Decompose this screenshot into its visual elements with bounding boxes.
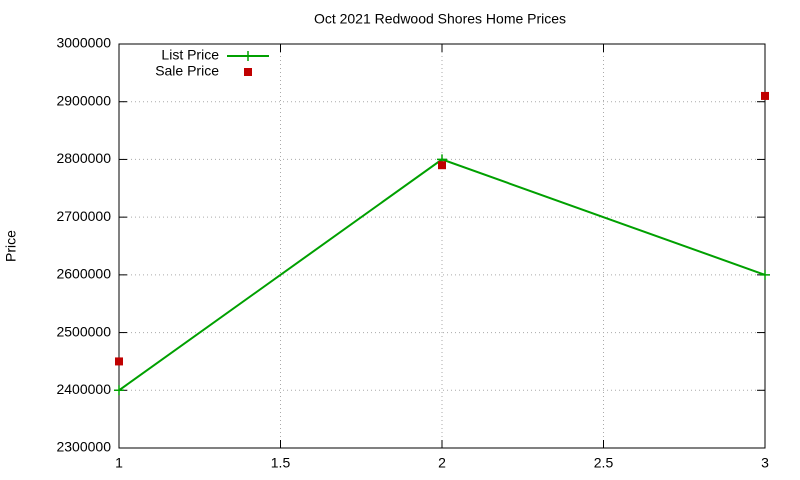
- y-tick-label: 2700000: [56, 208, 111, 224]
- x-tick-label: 1.5: [271, 455, 291, 471]
- x-tick-label: 2: [438, 455, 446, 471]
- y-tick-label: 2900000: [56, 92, 111, 108]
- legend-marker: [243, 51, 253, 61]
- data-point: [114, 385, 124, 396]
- y-tick-label: 2500000: [56, 323, 111, 339]
- y-tick-label: 3000000: [56, 35, 111, 51]
- data-point: [761, 91, 769, 100]
- y-tick-label: 2800000: [56, 150, 111, 166]
- legend-marker: [244, 68, 252, 76]
- x-tick-label: 2.5: [594, 455, 614, 471]
- data-point: [438, 161, 446, 170]
- y-tick-label: 2600000: [56, 266, 111, 282]
- legend-label: Sale Price: [155, 63, 219, 79]
- legend-label: List Price: [161, 47, 219, 63]
- data-point: [115, 357, 123, 366]
- plot-border: [118, 43, 766, 449]
- y-tick-label: 2400000: [56, 381, 111, 397]
- y-axis-label: Price: [3, 230, 19, 262]
- chart-title: Oct 2021 Redwood Shores Home Prices: [314, 11, 566, 27]
- x-tick-label: 1: [115, 455, 123, 471]
- data-point: [760, 269, 770, 280]
- x-tick-label: 3: [761, 455, 769, 471]
- y-tick-label: 2300000: [56, 439, 111, 455]
